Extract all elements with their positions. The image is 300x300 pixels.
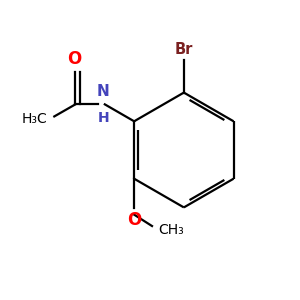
- Text: H: H: [98, 111, 109, 125]
- Text: O: O: [67, 50, 81, 68]
- Text: H₃C: H₃C: [21, 112, 47, 126]
- Text: O: O: [127, 211, 141, 229]
- Text: CH₃: CH₃: [158, 224, 184, 237]
- Text: N: N: [97, 84, 110, 99]
- Text: Br: Br: [175, 42, 193, 57]
